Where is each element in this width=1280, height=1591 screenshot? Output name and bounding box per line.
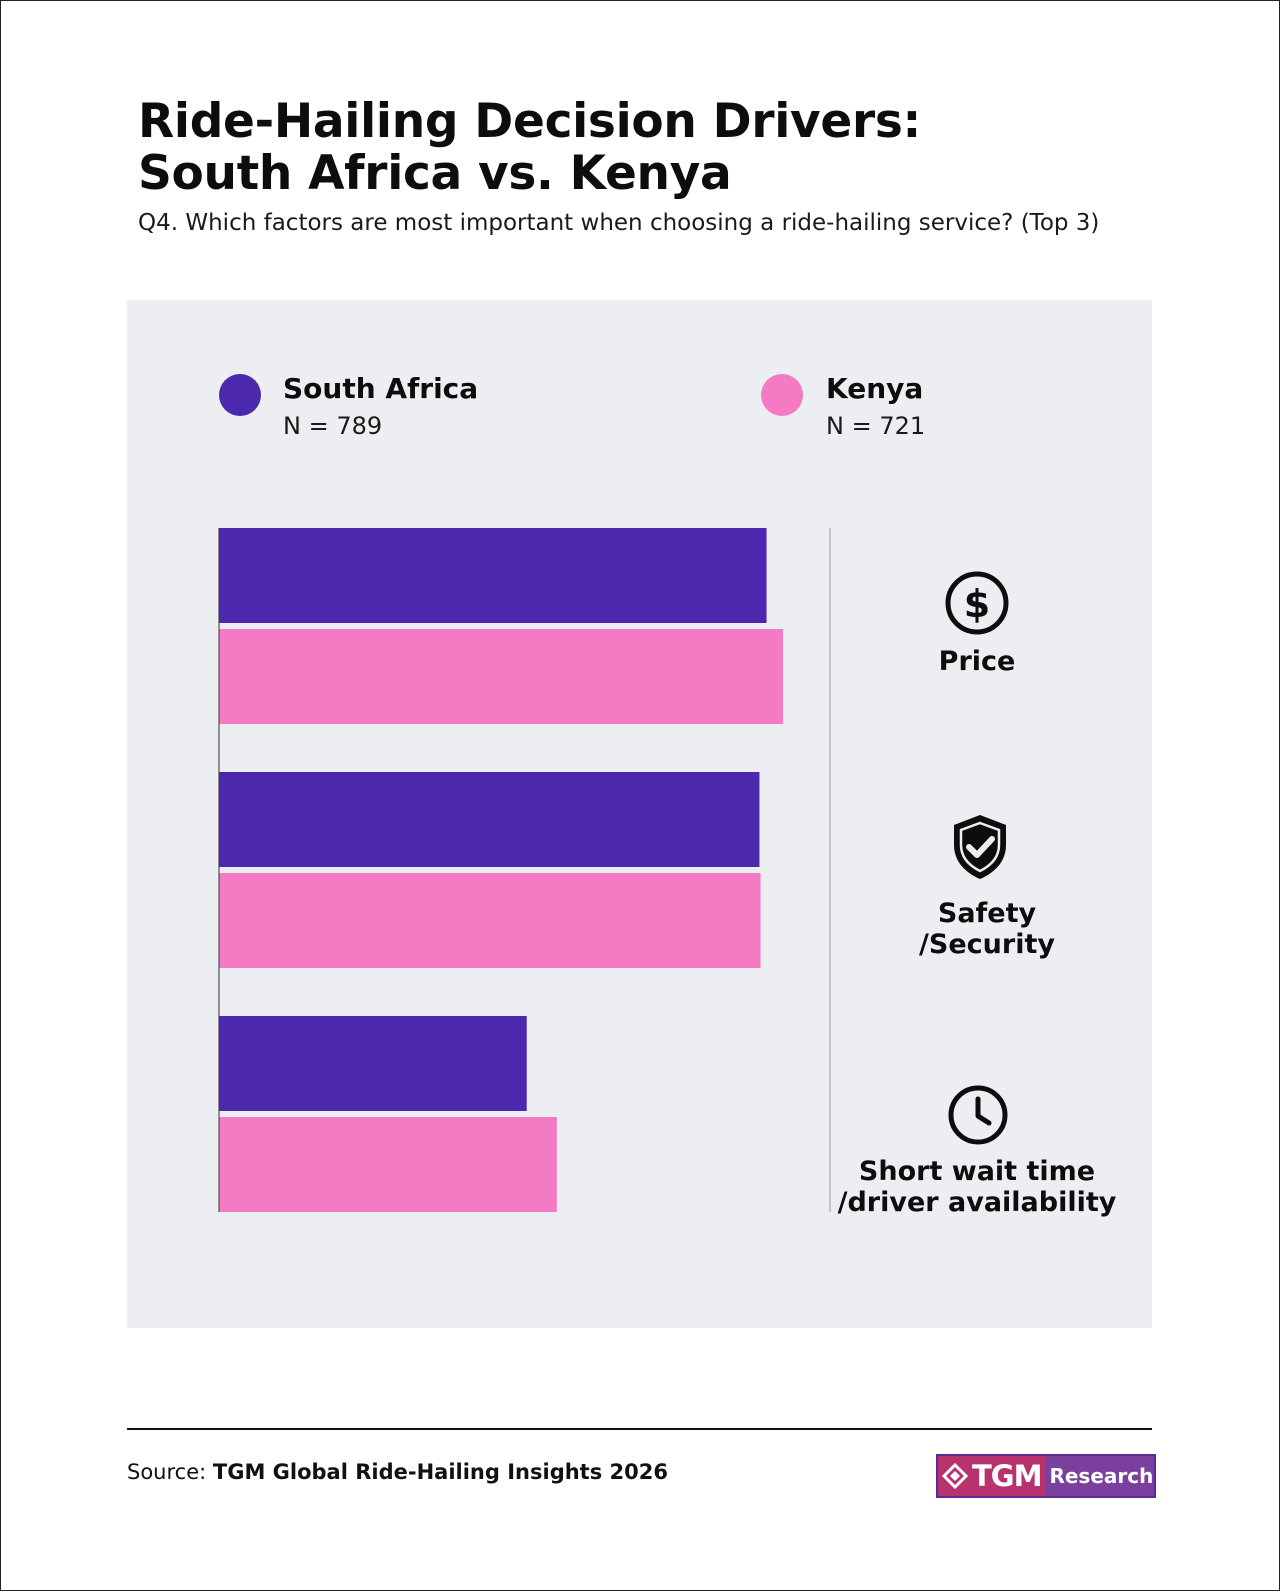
category-label-wait-time: Short wait time /driver availability: [837, 1156, 1117, 1218]
legend-swatch-south-africa: [219, 374, 261, 416]
category-label-safety: Safety /Security: [919, 898, 1055, 960]
dollar-icon: $: [945, 571, 1009, 635]
tgm-research-logo: TGM Research: [936, 1454, 1156, 1498]
title-line-1: Ride-Hailing Decision Drivers:: [138, 94, 922, 149]
clock-icon: [948, 1085, 1008, 1145]
source-note: Source: TGM Global Ride-Hailing Insights…: [127, 1460, 668, 1484]
footer-divider: [127, 1428, 1152, 1430]
logo-text-tgm: TGM: [972, 1456, 1046, 1496]
bar-south-africa-price: [219, 528, 767, 623]
legend-sample-kenya: N = 721: [826, 412, 926, 440]
category-label-price: Price: [938, 646, 1016, 677]
bar-chart: [218, 528, 831, 1212]
logo-diamond-icon: [938, 1456, 972, 1496]
legend-label-south-africa: South Africa: [283, 372, 479, 405]
chart-panel: South Africa N = 789 Kenya N = 721 $ Pri…: [127, 300, 1152, 1328]
legend-sample-south-africa: N = 789: [283, 412, 383, 440]
source-name: TGM Global Ride-Hailing Insights 2026: [212, 1460, 668, 1484]
page-title: Ride-Hailing Decision Drivers: South Afr…: [138, 96, 921, 200]
page-subtitle: Q4. Which factors are most important whe…: [138, 210, 1100, 236]
title-line-2: South Africa vs. Kenya: [138, 146, 732, 201]
shield-check-icon: [954, 815, 1006, 879]
legend-swatch-kenya: [761, 374, 803, 416]
bar-kenya-price: [219, 629, 783, 724]
source-prefix: Source:: [127, 1460, 213, 1484]
bar-kenya-short-wait-time: [219, 1117, 557, 1212]
bar-south-africa-short-wait-time: [219, 1016, 527, 1111]
bar-kenya-safety: [219, 873, 761, 968]
logo-text-research: Research: [1049, 1464, 1154, 1488]
legend-label-kenya: Kenya: [826, 372, 924, 405]
svg-text:$: $: [964, 582, 990, 626]
bar-south-africa-safety: [219, 772, 760, 867]
